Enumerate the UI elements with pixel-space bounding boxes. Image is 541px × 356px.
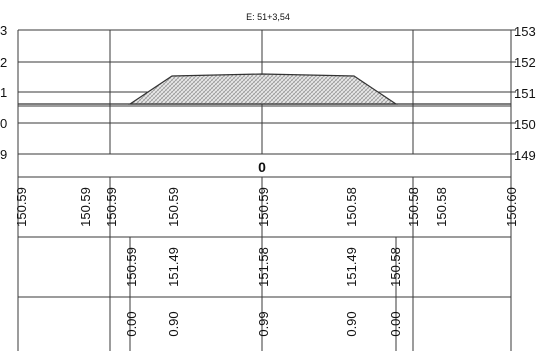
row1-value: 150.59 <box>256 187 271 227</box>
elev-left-label: 2 <box>0 55 7 70</box>
elev-right-label: 153 <box>514 24 536 39</box>
row1-value: 150.59 <box>104 187 119 227</box>
elev-right-label: 152 <box>514 55 536 70</box>
row1-value: 150.58 <box>406 187 421 227</box>
row3-value: 0.90 <box>166 311 181 336</box>
row2-value: 150.58 <box>388 247 403 287</box>
row3-value: 0.00 <box>388 311 403 336</box>
row3-value: 0.00 <box>124 311 139 336</box>
elev-left-label: 9 <box>0 147 7 162</box>
row1-value: 150.58 <box>434 187 449 227</box>
row3-value: 0.90 <box>344 311 359 336</box>
elev-left-label: 0 <box>0 116 7 131</box>
elev-left-label: 1 <box>0 85 7 100</box>
section-title: E: 51+3,54 <box>246 12 290 22</box>
row2-value: 151.49 <box>344 247 359 287</box>
elev-right-label: 150 <box>514 117 536 132</box>
row1-value: 150.59 <box>14 187 29 227</box>
row2-value: 151.58 <box>256 247 271 287</box>
row2-value: 151.49 <box>166 247 181 287</box>
row2-value: 150.59 <box>124 247 139 287</box>
row1-value: 150.59 <box>166 187 181 227</box>
row1-value: 150.60 <box>504 187 519 227</box>
elev-right-label: 151 <box>514 86 536 101</box>
embankment-section <box>128 73 398 105</box>
row1-value: 150.58 <box>344 187 359 227</box>
centerline-label: 0 <box>258 159 266 175</box>
row3-value: 0.99 <box>256 311 271 336</box>
elev-left-label: 3 <box>0 23 7 38</box>
row1-value: 150.59 <box>78 187 93 227</box>
elev-right-label: 149 <box>514 148 536 163</box>
